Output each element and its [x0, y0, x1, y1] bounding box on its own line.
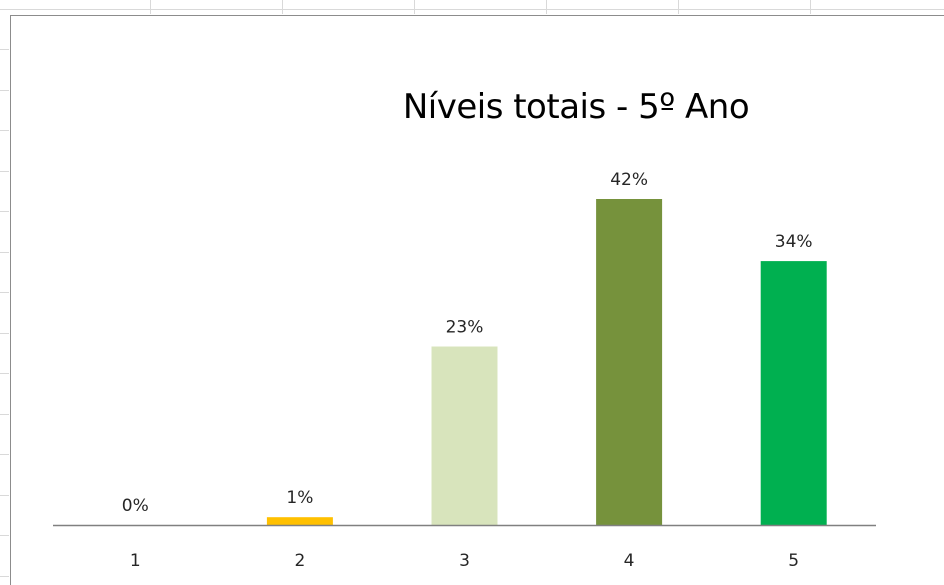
data-label-2: 1% — [286, 488, 313, 508]
sheet-row-border — [0, 576, 9, 577]
data-label-1: 0% — [122, 496, 149, 516]
sheet-row-border — [0, 333, 9, 334]
data-label-5: 34% — [775, 232, 813, 252]
x-tick-label-5: 5 — [788, 551, 799, 571]
sheet-row-border — [0, 414, 9, 415]
x-tick-label-1: 1 — [130, 551, 141, 571]
bar-4[interactable] — [596, 199, 663, 525]
chart-title: Níveis totais - 5º Ano — [402, 87, 750, 127]
data-label-4: 42% — [610, 170, 648, 190]
bar-5[interactable] — [760, 261, 827, 525]
sheet-column-border — [414, 0, 415, 14]
sheet-column-border — [282, 0, 283, 14]
data-label-3: 23% — [446, 318, 484, 338]
sheet-row-border — [0, 252, 9, 253]
x-tick-label-4: 4 — [624, 551, 635, 571]
bar-2[interactable] — [266, 517, 333, 525]
x-tick-label-3: 3 — [459, 551, 470, 571]
sheet-row-border — [0, 49, 9, 50]
sheet-row-border — [0, 535, 9, 536]
sheet-row-border — [0, 130, 9, 131]
sheet-row-border — [0, 90, 9, 91]
sheet-column-border — [810, 0, 811, 14]
sheet-row-border — [0, 211, 9, 212]
sheet-row-border — [0, 373, 9, 374]
sheet-row-border — [0, 171, 9, 172]
sheet-column-border — [150, 0, 151, 14]
bar-3[interactable] — [431, 346, 498, 526]
sheet-column-border — [546, 0, 547, 14]
sheet-row-border — [0, 454, 9, 455]
sheet-row-border — [0, 495, 9, 496]
sheet-gridline — [0, 9, 944, 10]
sheet-column-border — [678, 0, 679, 14]
sheet-row-border — [0, 292, 9, 293]
x-tick-label-2: 2 — [294, 551, 305, 571]
